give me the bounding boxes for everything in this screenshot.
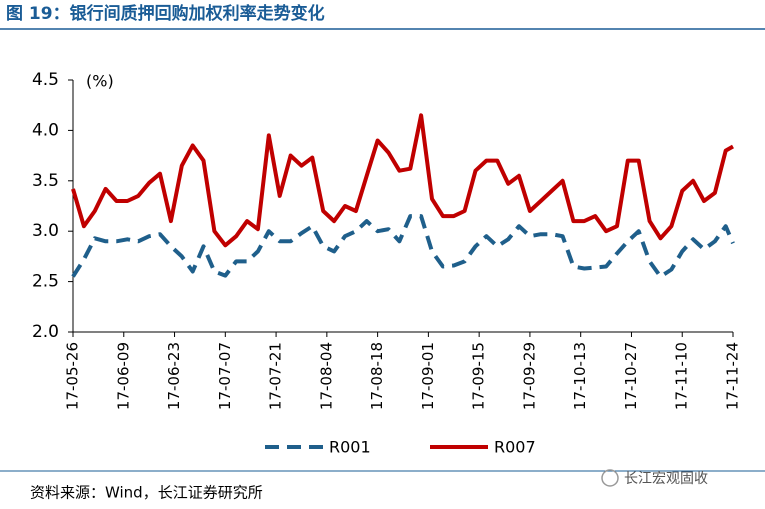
x-tick-label: 17-10-27 bbox=[622, 342, 640, 410]
y-tick-label: 3.5 bbox=[32, 171, 59, 191]
source-note: 资料来源：Wind，长江证券研究所 bbox=[30, 484, 263, 502]
series-line bbox=[71, 214, 735, 279]
x-tick-label: 17-08-18 bbox=[368, 342, 386, 410]
x-tick-label: 17-05-26 bbox=[64, 342, 82, 410]
x-tick-label: 17-06-09 bbox=[114, 342, 132, 410]
y-tick-label: 4.0 bbox=[32, 120, 59, 140]
y-tick-label: 2.5 bbox=[32, 272, 59, 292]
legend-label: R007 bbox=[494, 438, 536, 457]
watermark-icon bbox=[601, 469, 619, 487]
y-tick-label: 2.0 bbox=[32, 322, 59, 342]
y-tick-label: 3.0 bbox=[32, 221, 59, 241]
x-tick-label: 17-10-13 bbox=[571, 342, 589, 410]
x-tick-label: 17-07-21 bbox=[267, 342, 285, 410]
x-tick-label: 17-09-29 bbox=[520, 342, 538, 410]
x-tick-label: 17-09-15 bbox=[470, 342, 488, 410]
figure-title: 图 19：银行间质押回购加权利率走势变化 bbox=[6, 3, 325, 24]
x-tick-label: 17-11-10 bbox=[673, 342, 691, 410]
y-tick-label: 4.5 bbox=[32, 70, 59, 90]
series-line bbox=[71, 113, 734, 248]
y-axis-unit: (%) bbox=[86, 72, 114, 91]
x-tick-label: 17-09-01 bbox=[419, 342, 437, 410]
legend-label: R001 bbox=[329, 438, 371, 457]
x-tick-label: 17-08-04 bbox=[317, 342, 335, 410]
x-tick-label: 17-06-23 bbox=[165, 342, 183, 410]
watermark: 长江宏观固收 bbox=[624, 471, 708, 487]
x-tick-label: 17-11-24 bbox=[724, 342, 742, 410]
x-tick-label: 17-07-07 bbox=[216, 342, 234, 410]
